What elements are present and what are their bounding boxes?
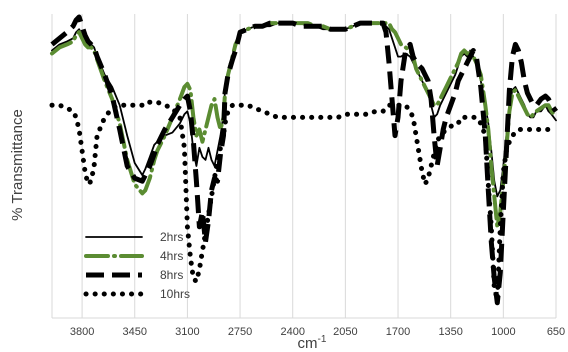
series-lines: [49, 14, 559, 306]
legend-label-8hrs: 8hrs: [160, 268, 183, 282]
y-axis-label: % Transmittance: [9, 109, 26, 221]
x-tick-label-1350: 1350: [438, 326, 462, 338]
legend-label-2hrs: 2hrs: [160, 230, 183, 244]
x-tick-label-3450: 3450: [123, 326, 147, 338]
x-tick-label-1000: 1000: [491, 326, 515, 338]
legend-label-4hrs: 4hrs: [160, 249, 183, 263]
legend-label-10hrs: 10hrs: [160, 287, 190, 301]
x-tick-label-3800: 3800: [70, 326, 94, 338]
x-axis-label-unit: cm: [298, 335, 318, 352]
x-axis-label: cm-1: [298, 334, 327, 352]
x-tick-label-3100: 3100: [175, 326, 199, 338]
x-tick-label-2750: 2750: [228, 326, 252, 338]
legend: 2hrs 4hrs 8hrs 10hrs: [83, 230, 190, 301]
x-tick-label-2400: 2400: [280, 326, 304, 338]
x-tick-labels: 3800 3450 3100 2750 2400 2050 1700 1350 1000 650: [70, 326, 565, 338]
x-tick-label-2050: 2050: [333, 326, 357, 338]
series-line-2hrs: [51, 22, 557, 198]
series-line-10hrs: [49, 99, 559, 303]
x-axis-label-exponent: -1: [318, 334, 327, 345]
series-line-8hrs: [50, 14, 559, 306]
x-tick-label-650: 650: [547, 326, 565, 338]
x-tick-label-1700: 1700: [386, 326, 410, 338]
